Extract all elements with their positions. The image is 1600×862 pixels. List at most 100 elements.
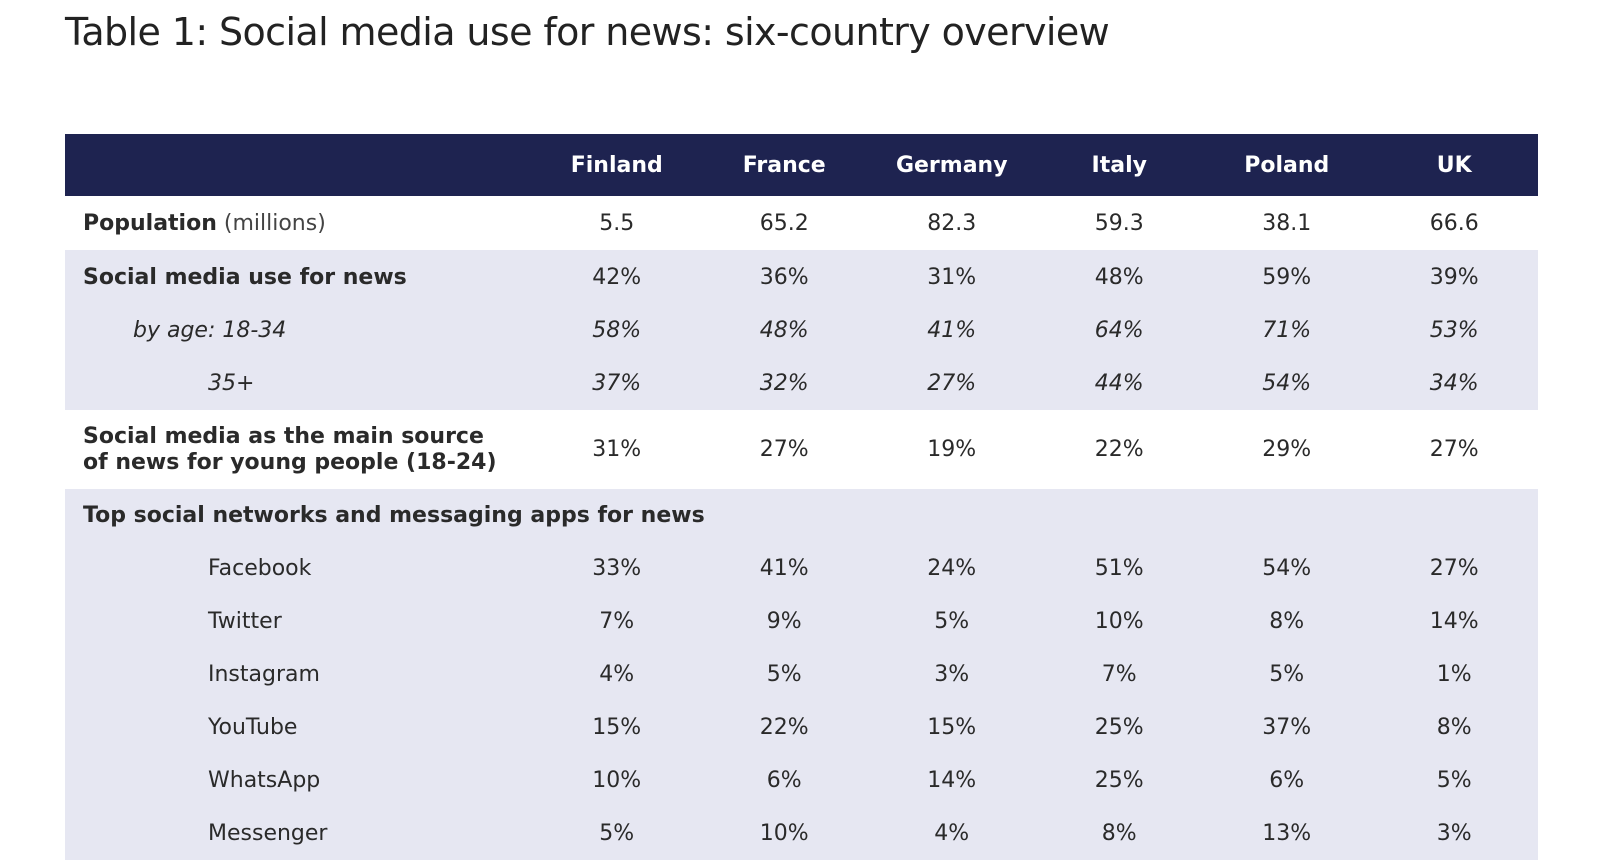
table-cell: 31% — [592, 437, 642, 462]
population-unit: (millions) — [223, 210, 326, 236]
app-row-messenger: Messenger 5% 10% 4% 8% 13% 3% — [65, 807, 1538, 860]
app-row-whatsapp: WhatsApp 10% 6% 14% 25% 6% 5% — [65, 754, 1538, 807]
table-cell: 53% — [1429, 318, 1479, 343]
table-cell: 48% — [1094, 264, 1144, 290]
table-cell: 66.6 — [1429, 210, 1479, 236]
table-cell: 4% — [599, 662, 635, 687]
app-name: Facebook — [208, 556, 312, 581]
header-empty-cell — [65, 134, 533, 196]
app-row-twitter: Twitter 7% 9% 5% 10% 8% 14% — [65, 595, 1538, 648]
table-cell: 9% — [766, 609, 802, 634]
table-cell: 10% — [759, 821, 809, 846]
table-cell: 34% — [1429, 371, 1479, 396]
table-cell: 1% — [1436, 662, 1472, 687]
age-35-plus-label: 35+ — [208, 371, 255, 396]
table-cell: 36% — [759, 264, 809, 290]
table-cell: 44% — [1094, 371, 1144, 396]
table-title: Table 1: Social media use for news: six-… — [65, 10, 1110, 54]
table-cell: 27% — [1429, 556, 1479, 581]
app-row-youtube: YouTube 15% 22% 15% 25% 37% 8% — [65, 701, 1538, 754]
table-cell: 25% — [1094, 768, 1144, 793]
main-source-young-row: Social media as the main source of news f… — [65, 410, 1538, 489]
table-cell: 5% — [766, 662, 802, 687]
table-cell: 54% — [1262, 371, 1312, 396]
country-header: Italy — [1091, 152, 1147, 178]
table-cell: 29% — [1262, 437, 1312, 462]
table-cell: 41% — [927, 318, 977, 343]
table-cell: 6% — [766, 768, 802, 793]
table-cell: 3% — [1436, 821, 1472, 846]
social-media-news-row: Social media use for news 42% 36% 31% 48… — [65, 250, 1538, 304]
app-name: Instagram — [208, 662, 320, 687]
table-cell: 42% — [592, 264, 642, 290]
table-cell: 65.2 — [759, 210, 809, 236]
app-name: Messenger — [208, 821, 328, 846]
population-label: Population — [83, 210, 217, 236]
main-source-label-line2: of news for young people (18-24) — [83, 449, 497, 475]
main-source-label-line1: Social media as the main source — [83, 423, 484, 449]
table-cell: 14% — [1429, 609, 1479, 634]
table-cell: 48% — [759, 318, 809, 343]
population-label-cell: Population (millions) — [65, 196, 533, 250]
table-cell: 37% — [1262, 715, 1312, 740]
table-cell: 82.3 — [927, 210, 977, 236]
main-source-young-label: Social media as the main source of news f… — [65, 410, 533, 489]
table-cell: 6% — [1269, 768, 1305, 793]
table-cell: 64% — [1094, 318, 1144, 343]
table-cell: 31% — [927, 264, 977, 290]
country-header: Finland — [570, 152, 663, 178]
table-cell: 8% — [1101, 821, 1137, 846]
table-cell: 5% — [599, 821, 635, 846]
table-cell: 19% — [927, 437, 977, 462]
table-cell: 10% — [592, 768, 642, 793]
table-cell: 5% — [1436, 768, 1472, 793]
top-networks-section-row: Top social networks and messaging apps f… — [65, 489, 1538, 542]
table-cell: 58% — [592, 318, 642, 343]
table-cell: 54% — [1262, 556, 1312, 581]
table-cell: 59% — [1262, 264, 1312, 290]
table-cell: 8% — [1269, 609, 1305, 634]
table-cell: 24% — [927, 556, 977, 581]
social-media-news-label: Social media use for news — [83, 264, 407, 290]
overview-table: Finland France Germany Italy Poland UK P… — [65, 134, 1538, 860]
country-header: UK — [1436, 152, 1472, 178]
table-cell: 41% — [759, 556, 809, 581]
app-name: WhatsApp — [208, 768, 321, 793]
table-cell: 27% — [927, 371, 977, 396]
table-cell: 10% — [1094, 609, 1144, 634]
country-header: Poland — [1244, 152, 1330, 178]
table-cell: 5.5 — [599, 210, 635, 236]
country-header: France — [742, 152, 826, 178]
age-18-34-row: by age: 18-34 58% 48% 41% 64% 71% 53% — [65, 304, 1538, 357]
table-cell: 37% — [592, 371, 642, 396]
table-cell: 22% — [1094, 437, 1144, 462]
table-cell: 38.1 — [1262, 210, 1312, 236]
app-row-instagram: Instagram 4% 5% 3% 7% 5% 1% — [65, 648, 1538, 701]
app-row-facebook: Facebook 33% 41% 24% 51% 54% 27% — [65, 542, 1538, 595]
header-row: Finland France Germany Italy Poland UK — [65, 134, 1538, 196]
age-18-34-label: by age: 18-34 — [133, 318, 287, 343]
table-cell: 71% — [1262, 318, 1312, 343]
table-cell: 15% — [592, 715, 642, 740]
table-cell: 5% — [1269, 662, 1305, 687]
table-cell: 25% — [1094, 715, 1144, 740]
table-cell: 7% — [1101, 662, 1137, 687]
age-35-plus-row: 35+ 37% 32% 27% 44% 54% 34% — [65, 357, 1538, 410]
table-cell: 3% — [934, 662, 970, 687]
country-header: Germany — [895, 152, 1008, 178]
table-cell: 8% — [1436, 715, 1472, 740]
table-cell: 14% — [927, 768, 977, 793]
table-cell: 59.3 — [1094, 210, 1144, 236]
table-cell: 32% — [759, 371, 809, 396]
app-name: YouTube — [208, 715, 298, 740]
population-row: Population (millions) 5.5 65.2 82.3 59.3… — [65, 196, 1538, 250]
table-cell: 7% — [599, 609, 635, 634]
top-networks-label: Top social networks and messaging apps f… — [83, 503, 705, 528]
table-cell: 27% — [1429, 437, 1479, 462]
table-cell: 15% — [927, 715, 977, 740]
app-name: Twitter — [208, 609, 282, 634]
table-cell: 33% — [592, 556, 642, 581]
table-cell: 13% — [1262, 821, 1312, 846]
table-cell: 4% — [934, 821, 970, 846]
